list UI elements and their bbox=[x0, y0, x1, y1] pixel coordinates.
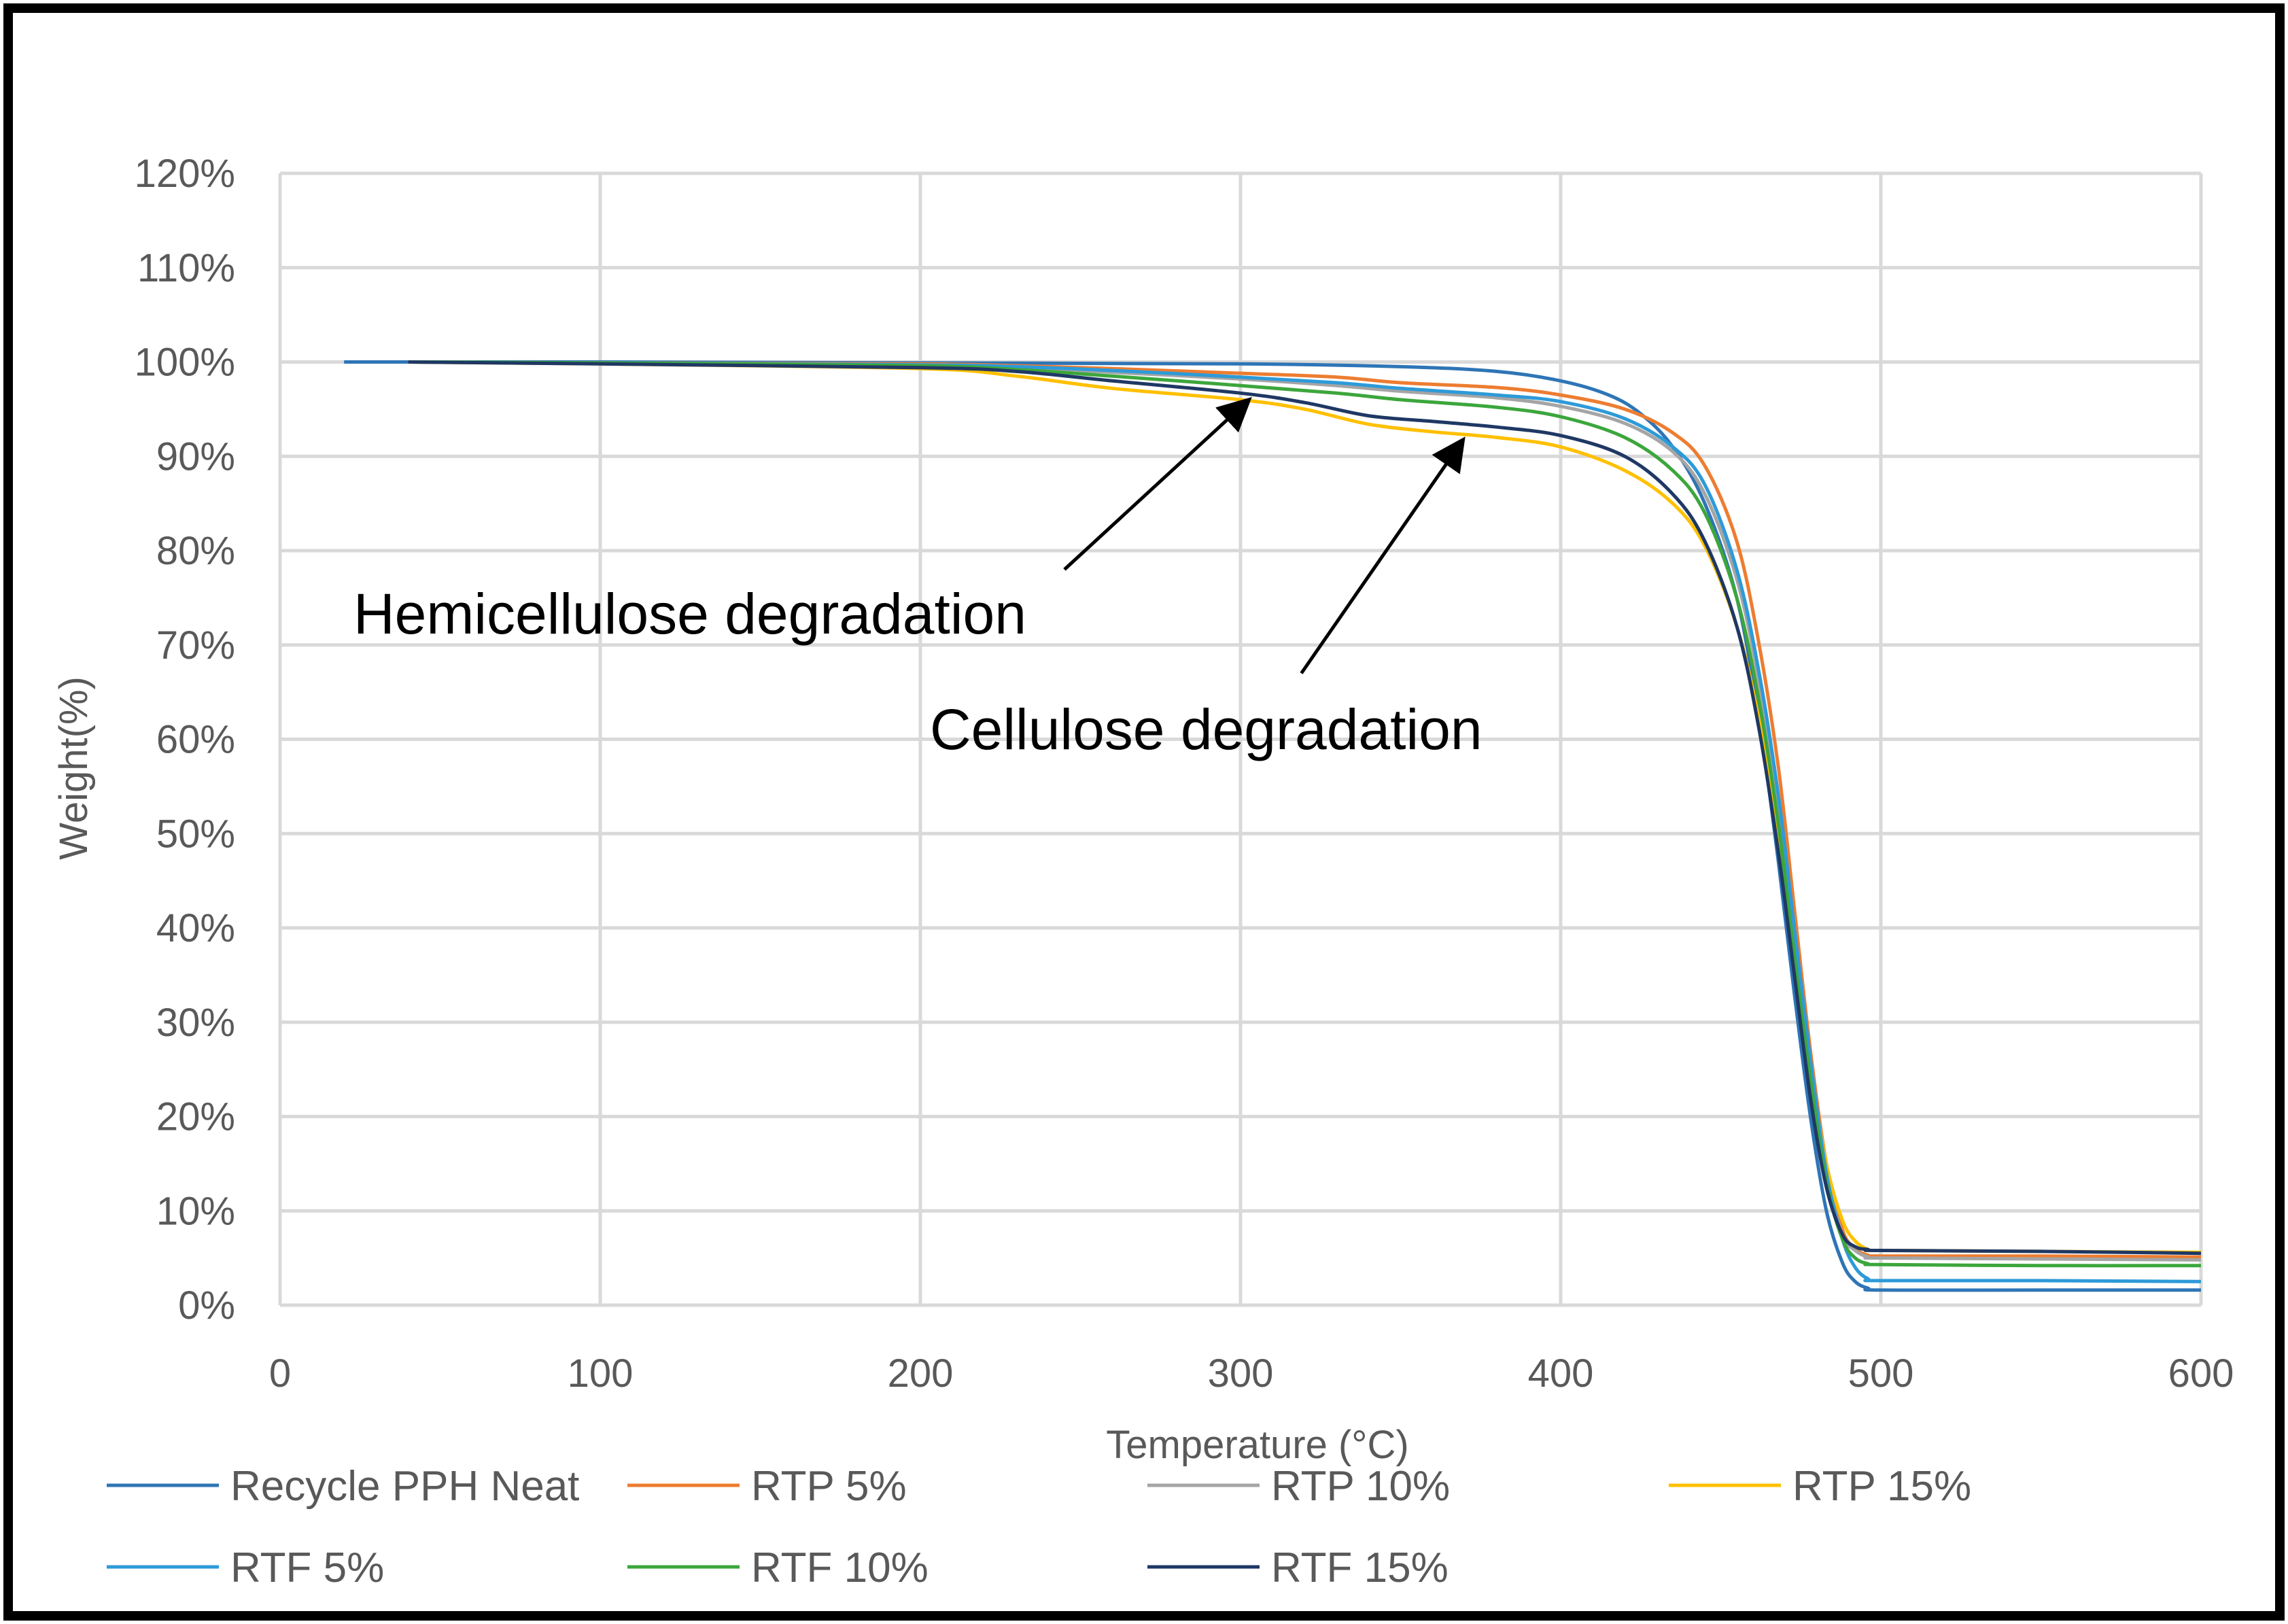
y-tick-label: 10% bbox=[156, 1189, 235, 1233]
x-tick-label: 500 bbox=[1848, 1351, 1914, 1396]
y-tick-label: 50% bbox=[156, 812, 235, 856]
y-tick-label: 100% bbox=[135, 341, 235, 385]
series-line-rtf-10 bbox=[408, 360, 2202, 1268]
figure-border bbox=[3, 3, 2285, 1621]
legend: Recycle PPH Neat RTP 5% RTP 10% RTP 15% RTF … bbox=[107, 1463, 1971, 1591]
y-tick-label: 60% bbox=[156, 718, 235, 762]
legend-label: RTP 15% bbox=[1792, 1463, 1971, 1510]
cellulose-annotation: Cellulose degradation bbox=[930, 697, 1483, 761]
y-axis-title: Weight(%) bbox=[52, 676, 96, 860]
legend-label: RTP 10% bbox=[1271, 1463, 1450, 1510]
x-tick-label: 300 bbox=[1208, 1351, 1274, 1396]
series-line-rtp-15 bbox=[408, 360, 2202, 1254]
y-tick-label: 110% bbox=[137, 246, 235, 290]
series-lines bbox=[344, 360, 2202, 1292]
x-tick-label: 100 bbox=[568, 1351, 634, 1396]
series-line-recycle-pph-neat bbox=[344, 360, 2201, 1292]
y-tick-label: 0% bbox=[178, 1283, 235, 1328]
cellulose-arrow bbox=[1300, 436, 1466, 674]
y-tick-label: 80% bbox=[156, 529, 235, 573]
y-tick-label: 70% bbox=[156, 623, 235, 668]
y-tick-label: 90% bbox=[156, 434, 235, 479]
x-tick-label: 200 bbox=[888, 1351, 954, 1396]
x-tick-label: 0 bbox=[269, 1351, 291, 1396]
y-tick-label: 20% bbox=[156, 1095, 235, 1139]
x-tick-label: 400 bbox=[1528, 1351, 1594, 1396]
series-line-rtf-15 bbox=[408, 360, 2202, 1256]
legend-label: RTP 5% bbox=[751, 1463, 907, 1510]
hemicellulose-arrow bbox=[1063, 397, 1252, 571]
y-tick-label: 120% bbox=[135, 152, 235, 196]
y-tick-label: 40% bbox=[156, 906, 235, 950]
x-axis-ticks: 0 100 200 300 400 500 600 bbox=[269, 1351, 2234, 1396]
x-tick-label: 600 bbox=[2168, 1351, 2234, 1396]
annotations: Hemicellulose degradation Cellulose degr… bbox=[353, 397, 1483, 761]
series-line-rtf-5 bbox=[408, 360, 2202, 1283]
hemicellulose-annotation: Hemicellulose degradation bbox=[353, 582, 1026, 646]
legend-label: RTF 15% bbox=[1271, 1544, 1449, 1591]
legend-label: RTF 5% bbox=[230, 1544, 384, 1591]
y-axis-ticks: 0% 10% 20% 30% 40% 50% 60% 70% 80% 90% 100% 110% 120… bbox=[135, 152, 235, 1328]
legend-label: Recycle PPH Neat bbox=[230, 1463, 579, 1510]
x-axis-title: Temperature (°C) bbox=[1106, 1423, 1408, 1467]
legend-label: RTF 10% bbox=[751, 1544, 929, 1591]
y-tick-label: 30% bbox=[156, 1001, 235, 1045]
